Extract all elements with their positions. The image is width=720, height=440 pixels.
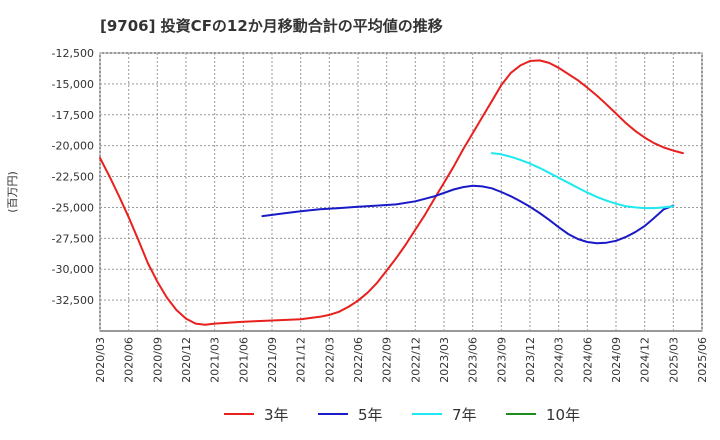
legend-label-0: 3年 [264,406,289,424]
plot-area [99,52,703,332]
series-line-1 [261,184,675,245]
series-line-0 [99,59,684,326]
y-axis-ticks: -12,500 -15,000 -17,500 -20,000 -22,500 -25,0… [52,47,94,307]
y-tick-label: -25,000 [52,201,94,214]
x-tick-label: 2023/12 [524,337,537,383]
chart-title: [9706] 投資CFの12か月移動合計の平均値の推移 [100,17,443,35]
x-tick-label: 2024/06 [581,337,594,383]
x-tick-label: 2021/03 [209,337,222,383]
x-tick-label: 2020/12 [180,337,193,383]
x-tick-label: 2020/06 [123,337,136,383]
legend: 3年 5年 7年 10年 [224,406,580,424]
x-tick-label: 2021/06 [237,337,250,383]
series-lines [99,59,684,326]
series-line-2 [490,152,675,210]
x-tick-label: 2022/09 [381,337,394,383]
x-tick-label: 2024/12 [639,337,652,383]
legend-label-2: 7年 [452,406,477,424]
y-tick-label: -32,500 [52,294,94,307]
x-tick-label: 2025/06 [696,337,709,383]
y-tick-label: -27,500 [52,232,94,245]
x-tick-label: 2023/03 [438,337,451,383]
x-tick-label: 2022/03 [323,337,336,383]
x-tick-label: 2022/06 [352,337,365,383]
x-tick-label: 2020/09 [151,337,164,383]
y-tick-label: -17,500 [52,109,94,122]
y-tick-label: -20,000 [52,140,94,153]
x-tick-label: 2023/09 [495,337,508,383]
x-tick-label: 2021/09 [266,337,279,383]
y-tick-label: -15,000 [52,78,94,91]
grid-lines [99,52,703,331]
x-tick-label: 2022/12 [409,337,422,383]
legend-label-3: 10年 [546,406,580,424]
x-tick-label: 2025/03 [667,337,680,383]
y-axis-label: (百万円) [6,171,19,213]
x-axis-ticks: 2020/03 2020/06 2020/09 2020/12 2021/03 2021/… [94,337,709,383]
x-tick-label: 2021/12 [295,337,308,383]
y-tick-label: -22,500 [52,171,94,184]
x-tick-label: 2024/09 [610,337,623,383]
y-tick-label: -12,500 [52,47,94,60]
x-tick-label: 2020/03 [94,337,107,383]
legend-label-1: 5年 [358,406,383,424]
x-tick-label: 2024/03 [553,337,566,383]
x-tick-label: 2023/06 [467,337,480,383]
y-tick-label: -30,000 [52,263,94,276]
